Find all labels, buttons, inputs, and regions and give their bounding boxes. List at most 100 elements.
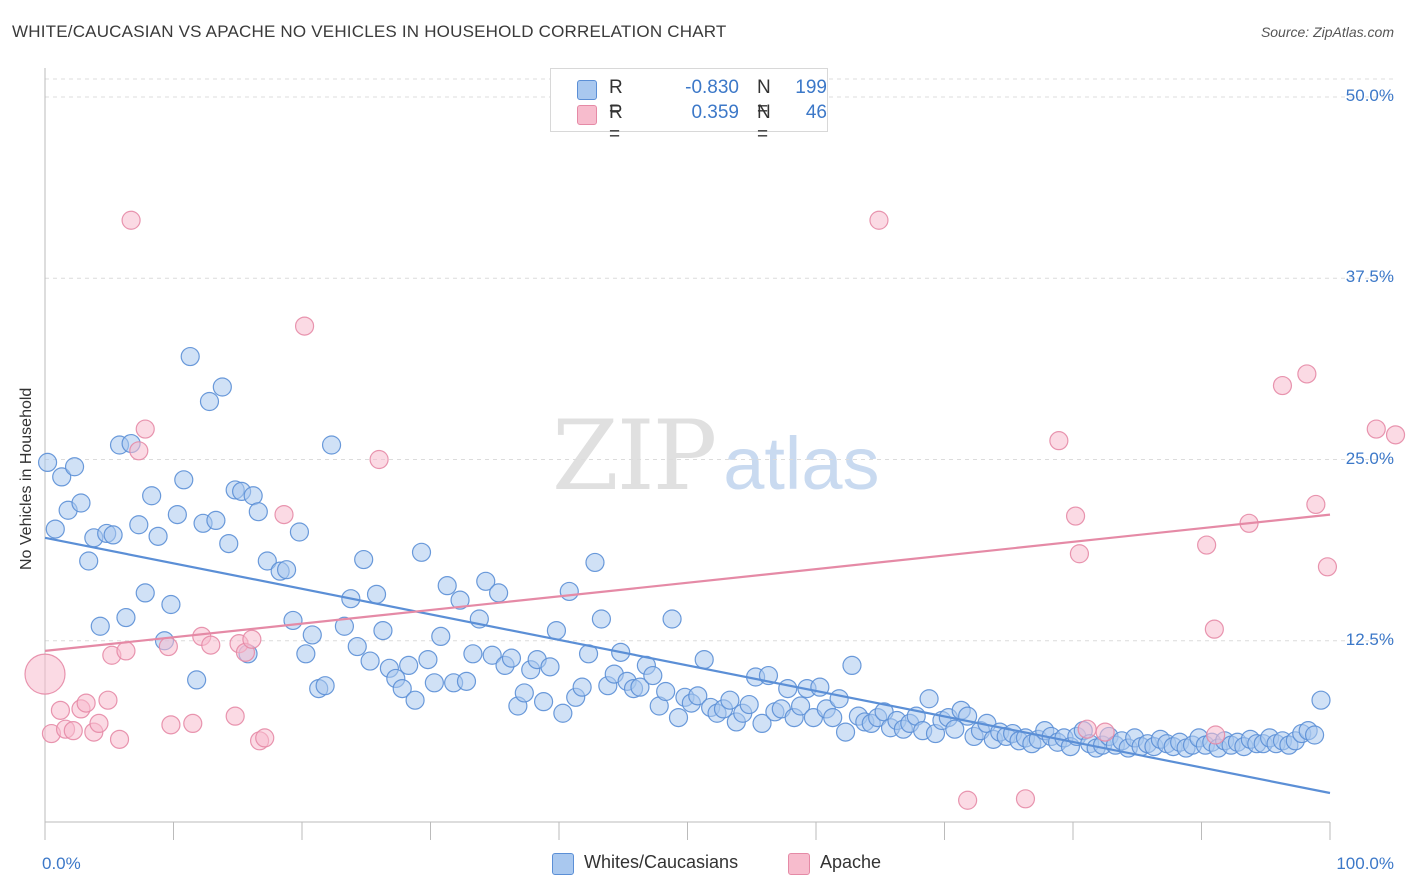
point-apache bbox=[1385, 425, 1406, 445]
point-whites bbox=[630, 677, 650, 697]
x-tick-label: 100.0% bbox=[1336, 854, 1394, 873]
point-whites bbox=[302, 625, 322, 645]
point-apache bbox=[294, 316, 315, 336]
watermark-zip: ZIP bbox=[552, 400, 717, 512]
point-whites bbox=[103, 525, 123, 545]
point-apache bbox=[1069, 544, 1090, 564]
point-whites bbox=[463, 644, 483, 664]
point-apache bbox=[76, 693, 96, 713]
point-whites bbox=[546, 620, 567, 641]
x-tick-label: 0.0% bbox=[42, 854, 81, 873]
grid-lines bbox=[45, 78, 1395, 642]
point-whites bbox=[354, 549, 374, 570]
point-whites bbox=[283, 610, 303, 631]
point-whites bbox=[90, 616, 110, 636]
point-apache bbox=[1297, 364, 1317, 384]
point-whites bbox=[257, 551, 277, 571]
point-whites bbox=[476, 571, 496, 591]
point-whites bbox=[296, 644, 316, 664]
trend-line-apache bbox=[44, 513, 1331, 652]
r-label: R = bbox=[609, 102, 623, 145]
point-apache bbox=[1204, 619, 1224, 639]
legend-label-whites: Whites/Caucasians bbox=[584, 852, 739, 872]
point-whites bbox=[424, 673, 444, 693]
legend-swatch-apache bbox=[788, 853, 810, 875]
point-whites bbox=[373, 620, 393, 641]
point-apache bbox=[24, 653, 66, 695]
point-whites bbox=[276, 560, 297, 580]
point-whites bbox=[482, 645, 502, 665]
point-whites bbox=[219, 533, 239, 554]
point-whites bbox=[37, 452, 58, 472]
point-whites bbox=[116, 607, 136, 628]
trend-lines bbox=[44, 513, 1331, 795]
point-whites bbox=[212, 377, 232, 397]
point-apache bbox=[121, 210, 141, 230]
n-label: N = bbox=[757, 77, 771, 120]
point-whites bbox=[553, 703, 573, 723]
point-whites bbox=[823, 707, 843, 728]
point-whites bbox=[199, 391, 220, 412]
point-apache bbox=[129, 441, 149, 461]
n-value: 199 bbox=[795, 77, 827, 98]
point-apache bbox=[89, 713, 109, 734]
point-whites bbox=[559, 581, 579, 602]
point-apache bbox=[369, 449, 389, 470]
point-whites bbox=[643, 665, 663, 686]
axes bbox=[44, 68, 1331, 840]
legend-swatch-whites bbox=[577, 80, 597, 100]
point-whites bbox=[835, 722, 856, 742]
point-whites bbox=[167, 504, 187, 525]
point-apache bbox=[109, 729, 130, 749]
point-apache bbox=[1206, 725, 1226, 745]
point-whites bbox=[752, 713, 772, 734]
point-whites bbox=[64, 457, 85, 477]
point-whites bbox=[790, 696, 811, 716]
point-whites bbox=[662, 609, 682, 629]
point-whites bbox=[688, 686, 708, 706]
point-whites bbox=[456, 671, 477, 691]
point-whites bbox=[243, 486, 263, 506]
point-whites bbox=[71, 493, 91, 513]
point-whites bbox=[52, 467, 72, 487]
y-tick-label: 50.0% bbox=[1345, 86, 1394, 105]
point-whites bbox=[489, 583, 509, 603]
point-apache bbox=[98, 690, 118, 710]
point-whites bbox=[418, 649, 438, 670]
y-tick-label: 25.0% bbox=[1345, 448, 1394, 468]
point-whites bbox=[514, 683, 534, 703]
point-apache bbox=[50, 700, 71, 720]
point-apache bbox=[1306, 494, 1326, 515]
point-apache bbox=[869, 210, 889, 230]
source-label: Source: ZipAtlas.com bbox=[1260, 24, 1394, 40]
point-apache bbox=[225, 706, 245, 726]
point-whites bbox=[366, 584, 387, 604]
correlation-legend: R = -0.830 N = 199 R = 0.359 N = 46 bbox=[550, 68, 828, 145]
point-whites bbox=[148, 526, 168, 546]
legend-swatch-apache bbox=[577, 105, 597, 125]
point-apache bbox=[158, 636, 178, 657]
point-apache bbox=[1015, 789, 1036, 809]
point-whites bbox=[842, 655, 862, 676]
point-whites bbox=[135, 583, 155, 603]
point-whites bbox=[739, 694, 759, 715]
r-value: 0.359 bbox=[691, 102, 739, 123]
point-whites bbox=[206, 510, 226, 531]
point-apache bbox=[1049, 431, 1069, 451]
chart-title: WHITE/CAUCASIAN VS APACHE NO VEHICLES IN… bbox=[12, 22, 727, 41]
y-axis-label: No Vehicles in Household bbox=[18, 387, 35, 570]
n-label: N = bbox=[757, 102, 771, 145]
point-apache bbox=[161, 715, 181, 735]
point-whites bbox=[334, 616, 355, 636]
trend-line-whites bbox=[44, 536, 1331, 795]
point-whites bbox=[79, 551, 99, 571]
point-apache bbox=[1077, 719, 1097, 739]
point-apache bbox=[1366, 419, 1386, 439]
point-whites bbox=[591, 609, 612, 629]
point-whites bbox=[1311, 690, 1331, 710]
point-whites bbox=[161, 594, 181, 615]
legend-swatch-whites bbox=[552, 853, 574, 875]
point-whites bbox=[129, 515, 149, 535]
point-whites bbox=[437, 576, 457, 596]
